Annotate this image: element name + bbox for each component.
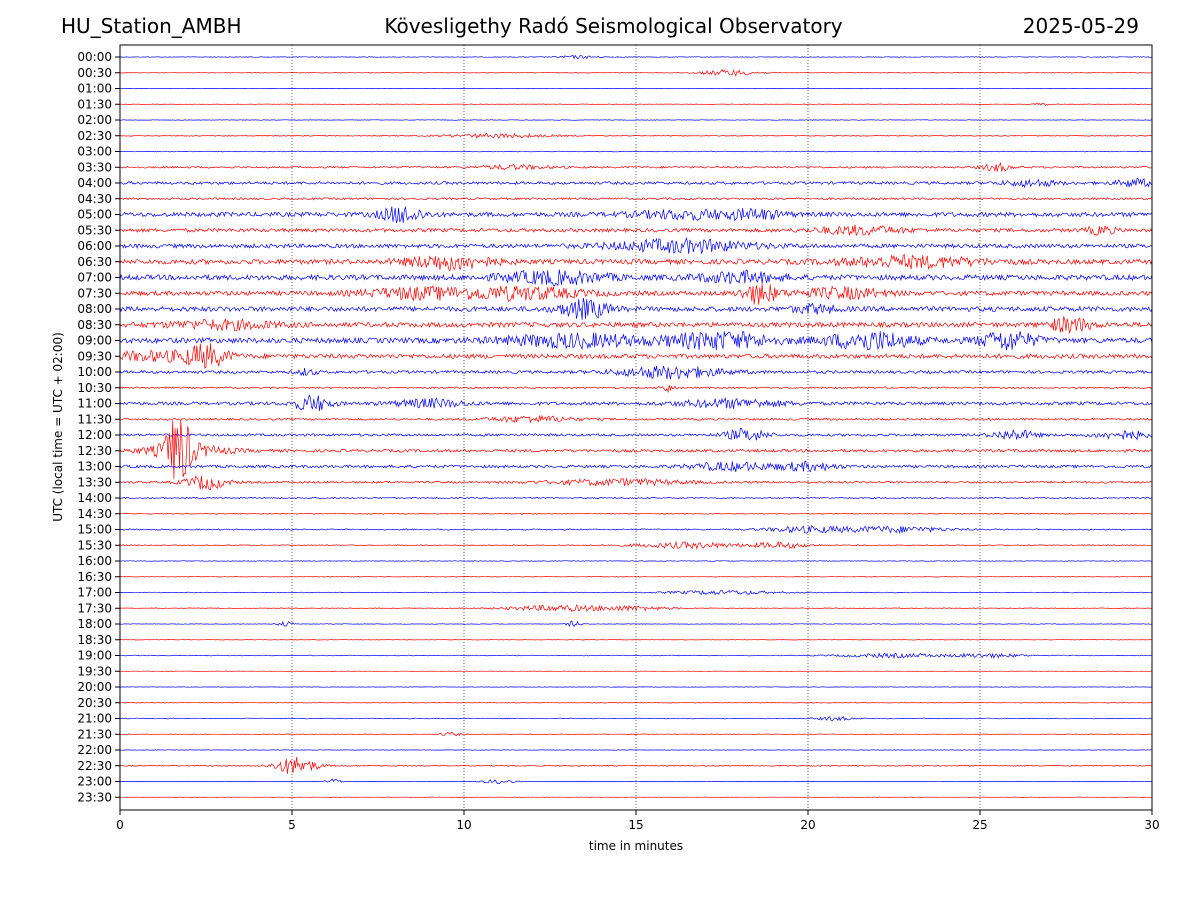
y-tick-label: 04:30 [77, 192, 112, 206]
y-tick-label: 03:30 [77, 160, 112, 174]
y-tick-label: 23:30 [77, 790, 112, 804]
trace-1230 [119, 419, 1153, 480]
trace-1300 [119, 460, 1153, 473]
y-tick-label: 17:30 [77, 601, 112, 615]
y-tick-label: 22:30 [77, 759, 112, 773]
y-tick-label: 16:30 [77, 570, 112, 584]
y-tick-label: 03:00 [77, 145, 112, 159]
x-tick-label: 10 [456, 818, 471, 832]
y-tick-label: 19:30 [77, 664, 112, 678]
x-tick-label: 15 [628, 818, 643, 832]
trace-0700 [119, 269, 1153, 287]
trace-0630 [119, 253, 1153, 271]
trace-0900 [119, 331, 1153, 351]
y-axis-label: UTC (local time = UTC + 02:00) [51, 332, 65, 522]
trace-2130 [119, 731, 1152, 737]
y-tick-label: 18:30 [77, 633, 112, 647]
y-tick-label: 13:00 [77, 460, 112, 474]
y-tick-label: 20:30 [77, 696, 112, 710]
trace-0130 [119, 102, 1153, 107]
y-tick-label: 10:30 [77, 381, 112, 395]
x-tick-label: 0 [116, 818, 124, 832]
plot-frame [119, 44, 1153, 811]
y-tick-label: 07:30 [77, 286, 112, 300]
y-tick-label: 18:00 [77, 617, 112, 631]
y-tick-label: 08:00 [77, 302, 112, 316]
y-tick-label: 15:30 [77, 538, 112, 552]
trace-0500 [119, 205, 1153, 224]
y-tick-label: 13:30 [77, 475, 112, 489]
y-tick-label: 20:00 [77, 680, 112, 694]
x-tick-label: 5 [288, 818, 296, 832]
y-tick-label: 11:30 [77, 412, 112, 426]
y-tick-label: 09:00 [77, 334, 112, 348]
trace-1730 [119, 604, 1153, 612]
y-tick-label: 05:30 [77, 223, 112, 237]
trace-2300 [119, 778, 1153, 785]
y-tick-label: 16:00 [77, 554, 112, 568]
x-axis-label: time in minutes [589, 839, 683, 853]
trace-2100 [120, 716, 1153, 722]
plot-date: 2025-05-29 [1022, 14, 1139, 38]
y-tick-label: 12:00 [77, 428, 112, 442]
x-tick-label: 30 [1144, 818, 1159, 832]
x-axis: 0 5 10 15 20 25 30 [116, 810, 1160, 832]
trace-1700 [119, 589, 1153, 596]
y-tick-label: 00:00 [77, 50, 112, 64]
y-tick-label: 14:30 [77, 507, 112, 521]
y-tick-label: 09:30 [77, 349, 112, 363]
trace-0800 [119, 297, 1153, 320]
trace-0400 [119, 177, 1153, 189]
y-tick-label: 23:00 [77, 775, 112, 789]
trace-1130 [119, 414, 1153, 424]
trace-0430 [119, 197, 1153, 201]
y-tick-label: 11:00 [77, 397, 112, 411]
y-tick-label: 21:00 [77, 712, 112, 726]
y-tick-label: 12:30 [77, 444, 112, 458]
station-name: HU_Station_AMBH [61, 14, 242, 38]
y-tick-label: 17:00 [77, 586, 112, 600]
y-tick-label: 07:00 [77, 271, 112, 285]
trace-0330 [119, 162, 1153, 172]
trace-1530 [119, 540, 1153, 550]
y-tick-label: 02:30 [77, 129, 112, 143]
y-tick-label: 22:00 [77, 743, 112, 757]
trace-0300 [119, 150, 1153, 153]
y-tick-label: 01:30 [77, 97, 112, 111]
trace-1500 [119, 525, 1153, 534]
y-tick-label: 01:00 [77, 82, 112, 96]
y-tick-label: 00:30 [77, 66, 112, 80]
y-tick-label: 05:00 [77, 208, 112, 222]
y-tick-label: 02:00 [77, 113, 112, 127]
y-tick-label: 15:00 [77, 523, 112, 537]
x-tick-label: 20 [800, 818, 815, 832]
trace-1000 [119, 365, 1153, 380]
x-tick-label: 25 [972, 818, 987, 832]
grid-lines [291, 45, 981, 810]
y-tick-label: 06:30 [77, 255, 112, 269]
y-tick-label: 10:00 [77, 365, 112, 379]
y-tick-label: 06:00 [77, 239, 112, 253]
y-tick-label: 19:00 [77, 649, 112, 663]
y-tick-label: 08:30 [77, 318, 112, 332]
trace-0930 [119, 343, 1153, 369]
y-tick-label: 04:00 [77, 176, 112, 190]
y-tick-label: 21:30 [77, 727, 112, 741]
y-tick-label: 14:00 [77, 491, 112, 505]
trace-0530 [119, 224, 1153, 237]
observatory-title: Kövesligethy Radó Seismological Observat… [384, 14, 843, 38]
